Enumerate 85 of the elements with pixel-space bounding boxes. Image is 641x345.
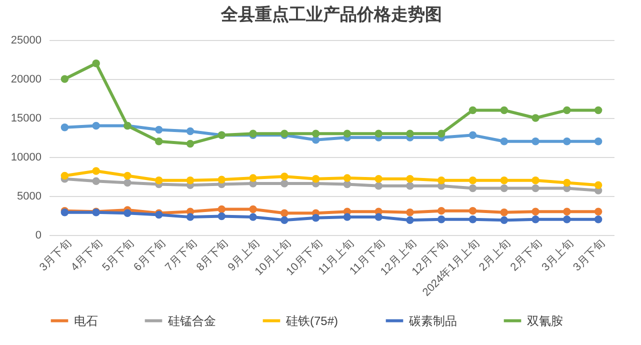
point	[249, 205, 257, 214]
legend-label: 碳素制品	[408, 314, 457, 328]
point	[563, 178, 571, 187]
point	[563, 106, 571, 114]
point	[343, 174, 352, 182]
point	[124, 178, 132, 187]
legend-label: 双氰胺	[527, 314, 563, 328]
point	[124, 209, 132, 218]
point	[92, 177, 100, 186]
point	[154, 126, 163, 134]
point	[500, 184, 508, 192]
point	[406, 208, 414, 216]
point	[500, 138, 508, 146]
point	[406, 130, 414, 138]
point	[92, 167, 100, 175]
point	[594, 216, 602, 224]
point	[374, 174, 382, 183]
point	[218, 212, 226, 220]
point	[532, 216, 540, 224]
legend-label: 硅锰合金	[167, 314, 216, 328]
point	[594, 208, 602, 216]
y-tick-label: 25000	[10, 34, 42, 46]
point	[124, 172, 132, 180]
point	[343, 213, 352, 221]
point	[249, 174, 257, 182]
point	[374, 130, 382, 138]
point	[532, 176, 540, 184]
point	[60, 123, 69, 132]
point	[218, 176, 226, 184]
point	[594, 106, 602, 114]
point	[249, 213, 257, 221]
point	[280, 209, 288, 218]
point	[312, 214, 320, 222]
point	[154, 138, 163, 146]
point	[60, 172, 69, 180]
legend-label: 电石	[74, 314, 98, 328]
point	[532, 208, 540, 216]
point	[437, 176, 446, 184]
point	[563, 138, 571, 146]
point	[532, 138, 540, 146]
point	[500, 216, 508, 224]
point	[468, 184, 477, 192]
point	[312, 130, 320, 138]
y-tick-label: 15000	[10, 112, 42, 124]
point	[594, 181, 602, 189]
y-tick-label: 10000	[10, 152, 42, 164]
point	[92, 60, 100, 68]
point	[532, 114, 540, 122]
point	[500, 176, 508, 184]
chart-title: 全县重点工业产品价格走势图	[220, 5, 442, 24]
point	[218, 205, 226, 214]
point	[280, 180, 288, 188]
point	[186, 176, 194, 184]
point	[468, 131, 477, 140]
point	[500, 208, 508, 216]
point	[437, 206, 446, 215]
point	[186, 213, 194, 221]
point	[468, 106, 477, 114]
point	[186, 140, 194, 148]
point	[437, 130, 446, 138]
point	[468, 216, 477, 224]
point	[468, 206, 477, 215]
point	[594, 138, 602, 146]
point	[563, 216, 571, 224]
point	[186, 127, 194, 136]
point	[60, 75, 69, 83]
point	[500, 106, 508, 114]
point	[437, 216, 446, 224]
point	[312, 174, 320, 183]
point	[154, 176, 163, 184]
point	[280, 216, 288, 224]
point	[468, 176, 477, 184]
legend-label: 硅铁(75#)	[285, 314, 338, 328]
point	[532, 184, 540, 192]
point	[563, 208, 571, 216]
point	[374, 182, 382, 190]
point	[406, 174, 414, 183]
point	[343, 130, 352, 138]
y-tick-label: 20000	[10, 74, 42, 86]
y-tick-label: 5000	[17, 190, 42, 202]
point	[280, 172, 288, 180]
point	[406, 216, 414, 224]
point	[374, 213, 382, 221]
point	[92, 122, 100, 130]
point	[406, 182, 414, 190]
